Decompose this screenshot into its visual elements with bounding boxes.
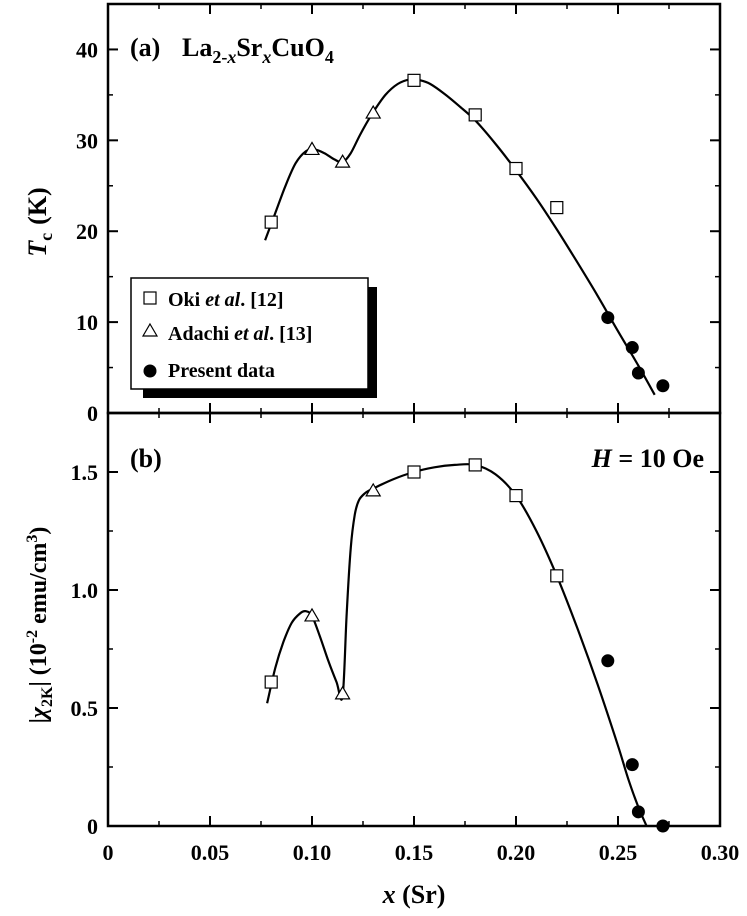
panel-b-ylabel: |χ2K| (10-2 emu/cm3) <box>24 527 56 724</box>
y-tick-label: 0 <box>87 814 98 839</box>
panel-a-ticks: 0 10 20 30 40 <box>76 4 721 426</box>
legend-entry-oki: Oki et al. [12] <box>168 289 284 311</box>
data-point-oki <box>264 215 278 229</box>
fit-curve <box>266 462 648 827</box>
legend-marker-triangle <box>141 322 159 337</box>
y-tick-label: 1.0 <box>71 578 99 603</box>
y-tick-label: 1.5 <box>71 460 99 485</box>
x-tick-label: 0.05 <box>191 840 230 865</box>
panel-a-title: La2-xSrxCuO4 <box>182 33 334 67</box>
data-point-adachi <box>365 482 382 497</box>
x-tick-label: 0.30 <box>701 840 740 865</box>
data-point-present <box>601 311 615 325</box>
x-tick-label: 0 <box>103 840 114 865</box>
data-point-present <box>656 379 670 393</box>
data-point-oki <box>509 489 523 503</box>
data-point-present <box>631 805 645 819</box>
data-point-adachi <box>334 153 351 168</box>
x-tick-label: 0.25 <box>599 840 638 865</box>
data-point-present <box>625 341 639 355</box>
data-point-oki <box>468 108 482 122</box>
legend-marker-square <box>143 291 157 305</box>
x-tick-label: 0.20 <box>497 840 536 865</box>
data-point-adachi <box>365 104 382 119</box>
y-tick-label: 20 <box>76 219 98 244</box>
panel-b-label: (b) <box>130 444 162 473</box>
panel-b-annotation: H = 10 Oe <box>591 444 704 473</box>
x-tick-label: 0.10 <box>293 840 332 865</box>
legend-marker-circle <box>143 364 157 378</box>
legend: Oki et al. [12] Adachi et al. [13] Prese… <box>130 277 377 398</box>
legend-box <box>130 277 369 390</box>
y-tick-label: 30 <box>76 128 98 153</box>
data-point-present <box>601 654 615 668</box>
data-point-adachi <box>303 607 321 622</box>
panel-a-label: (a) <box>130 33 160 62</box>
data-point-adachi <box>334 685 351 700</box>
y-tick-label: 40 <box>76 37 98 62</box>
panel-a-plot <box>264 73 670 396</box>
x-axis-label: x (Sr) <box>382 880 446 909</box>
x-tick-label: 0.15 <box>395 840 434 865</box>
data-point-oki <box>407 73 421 87</box>
panel-a-ylabel: Tc(K) <box>23 187 56 256</box>
data-point-oki <box>407 465 421 479</box>
y-tick-label: 0 <box>87 401 98 426</box>
data-point-adachi <box>303 141 321 156</box>
data-point-oki <box>264 675 278 689</box>
data-point-oki <box>550 200 564 215</box>
panel-b-plot <box>264 458 670 833</box>
y-tick-label: 10 <box>76 310 98 335</box>
data-point-present <box>625 758 639 772</box>
data-point-oki <box>468 458 482 472</box>
data-point-present <box>656 819 670 833</box>
legend-entry-present: Present data <box>168 360 275 382</box>
panel-b-ticks: 0 0.5 1.0 1.5 0 0.05 0.10 0.15 0.20 0.25 0.30 <box>71 413 740 865</box>
y-tick-label: 0.5 <box>71 696 99 721</box>
data-point-present <box>631 366 645 380</box>
legend-entry-adachi: Adachi et al. [13] <box>168 323 312 345</box>
data-point-oki <box>550 569 564 583</box>
data-point-oki <box>509 161 523 176</box>
